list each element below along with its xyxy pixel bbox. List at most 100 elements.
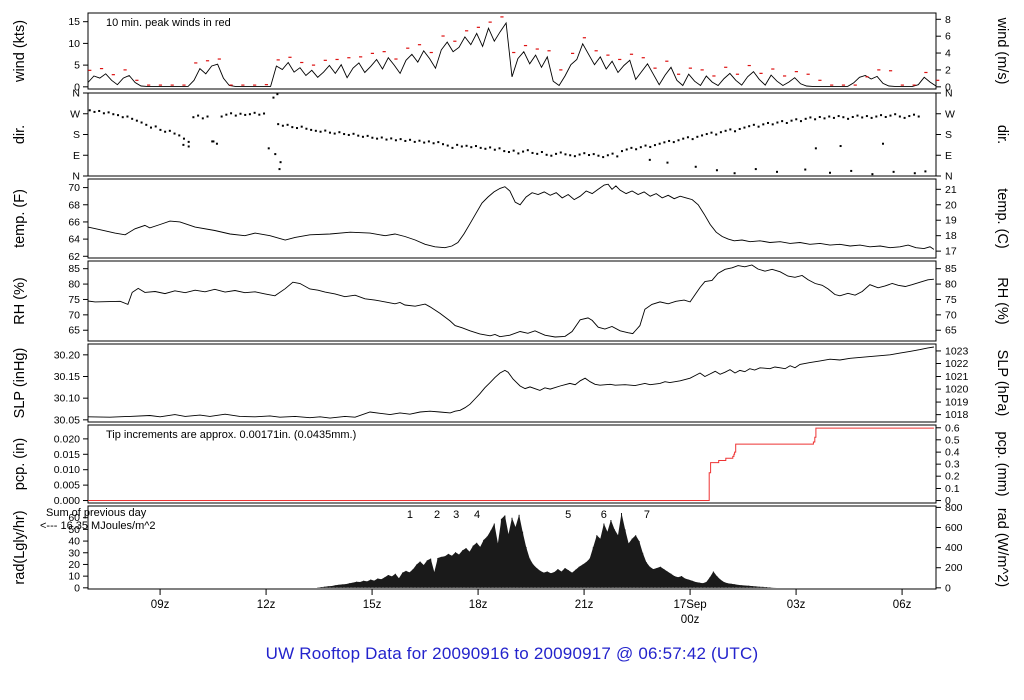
direction-dot [894, 113, 897, 116]
direction-dot [197, 114, 200, 117]
direction-dot [385, 138, 388, 141]
y-tick-label: 65 [68, 325, 80, 337]
y-tick-label: 10 [68, 38, 80, 50]
direction-dot [734, 130, 737, 133]
y-tick-label: 70 [945, 309, 957, 321]
time-axis: 09z 12z 15z 18z 21z 17Sep 00z 03z 06z [151, 589, 912, 626]
peak-dash [782, 75, 787, 77]
direction-dot [121, 116, 124, 119]
y-tick-label: 64 [68, 234, 80, 246]
direction-dot [814, 147, 817, 150]
y-tick-label: 75 [945, 294, 957, 306]
peak-dash [147, 84, 151, 86]
direction-dot [644, 144, 647, 147]
direction-dot [653, 144, 656, 147]
direction-dot [658, 142, 661, 145]
y-tick-label: 2 [945, 64, 951, 76]
direction-dot [230, 112, 233, 115]
direction-dot [865, 115, 868, 118]
axis-title-left: rad(Lgly/hr) [12, 510, 28, 584]
direction-dot [154, 125, 157, 128]
peak-dash [582, 37, 586, 39]
direction-dot [413, 140, 416, 143]
y-tick-label: 30.05 [54, 414, 80, 426]
peak-dash [794, 71, 798, 73]
panel-annotation: 10 min. peak winds in red [106, 17, 231, 29]
direction-dot [847, 117, 850, 120]
peak-dash [311, 64, 316, 66]
direction-dot [333, 132, 336, 135]
y-tick-label: 30 [68, 547, 80, 559]
direction-dot [324, 129, 327, 132]
y-tick-label: 40 [68, 536, 80, 548]
peak-dash [429, 51, 433, 54]
direction-dot [267, 147, 270, 150]
y-tick-label: 0.015 [54, 449, 80, 461]
direction-dot [239, 112, 242, 115]
direction-dot [479, 146, 482, 149]
peak-dash [229, 84, 233, 86]
x-tick-label: 09z [151, 599, 170, 611]
direction-dot [512, 149, 515, 152]
direction-dot [648, 158, 651, 161]
direction-dot [738, 127, 741, 130]
axis-title-right: RH (%) [994, 277, 1010, 325]
panel-dir-frame [87, 92, 937, 177]
direction-dot [913, 113, 916, 116]
peak-dash [535, 48, 539, 50]
direction-dot [875, 115, 878, 118]
y-tick-label: 0.005 [54, 480, 80, 492]
y-tick-label: 4 [945, 48, 951, 60]
panel-slp-frame [87, 343, 937, 423]
panel-temp-frame [87, 178, 937, 259]
y-tick-label: 600 [945, 522, 963, 534]
direction-dot [149, 126, 152, 129]
x-tick-label: 17Sep [673, 599, 706, 611]
direction-dot [446, 144, 449, 147]
x-tick-label: 15z [363, 599, 382, 611]
peak-dash [559, 69, 563, 71]
y-tick-label: 30.10 [54, 393, 80, 405]
direction-dot [762, 123, 765, 126]
direction-dot [839, 145, 842, 148]
peak-dash [111, 74, 115, 76]
direction-dot [305, 127, 308, 130]
peak-dash [523, 44, 528, 47]
peak-dash [253, 84, 257, 86]
y-tick-label: 75 [68, 294, 80, 306]
direction-dot [296, 127, 299, 130]
y-tick-label: 400 [945, 542, 963, 554]
direction-dot [145, 123, 148, 126]
direction-dot [691, 138, 694, 141]
direction-dot [851, 115, 854, 118]
direction-dot [182, 137, 185, 140]
y-tick-label: 70 [68, 309, 80, 321]
y-tick-label: 0.010 [54, 464, 80, 476]
direction-dot [314, 129, 317, 132]
peak-dash [594, 50, 598, 52]
wind-10min-peaks [88, 16, 940, 86]
direction-dot [536, 152, 539, 155]
y-tick-label: 1022 [945, 358, 969, 370]
axis-title-right: rad (W/m^2) [994, 508, 1010, 587]
peak-dash [841, 84, 846, 86]
direction-dot [531, 151, 534, 154]
direction-dot [630, 146, 633, 149]
solar-radiation-bars [317, 513, 777, 588]
axis-title-left: temp. (F) [12, 189, 28, 248]
direction-dot [107, 111, 110, 114]
direction-dot [620, 150, 623, 153]
direction-dot [924, 170, 927, 173]
peak-dash [453, 40, 457, 42]
direction-dot [724, 129, 727, 132]
y-tick-label: 0 [945, 495, 951, 507]
y-tick-label: N [72, 171, 80, 183]
y-tick-label: 17 [945, 246, 957, 258]
peak-dash [641, 57, 645, 59]
axis-title-right: SLP (hPa) [994, 350, 1010, 417]
peak-dash [618, 58, 622, 61]
direction-dot [748, 125, 751, 128]
peak-dash [512, 51, 516, 54]
